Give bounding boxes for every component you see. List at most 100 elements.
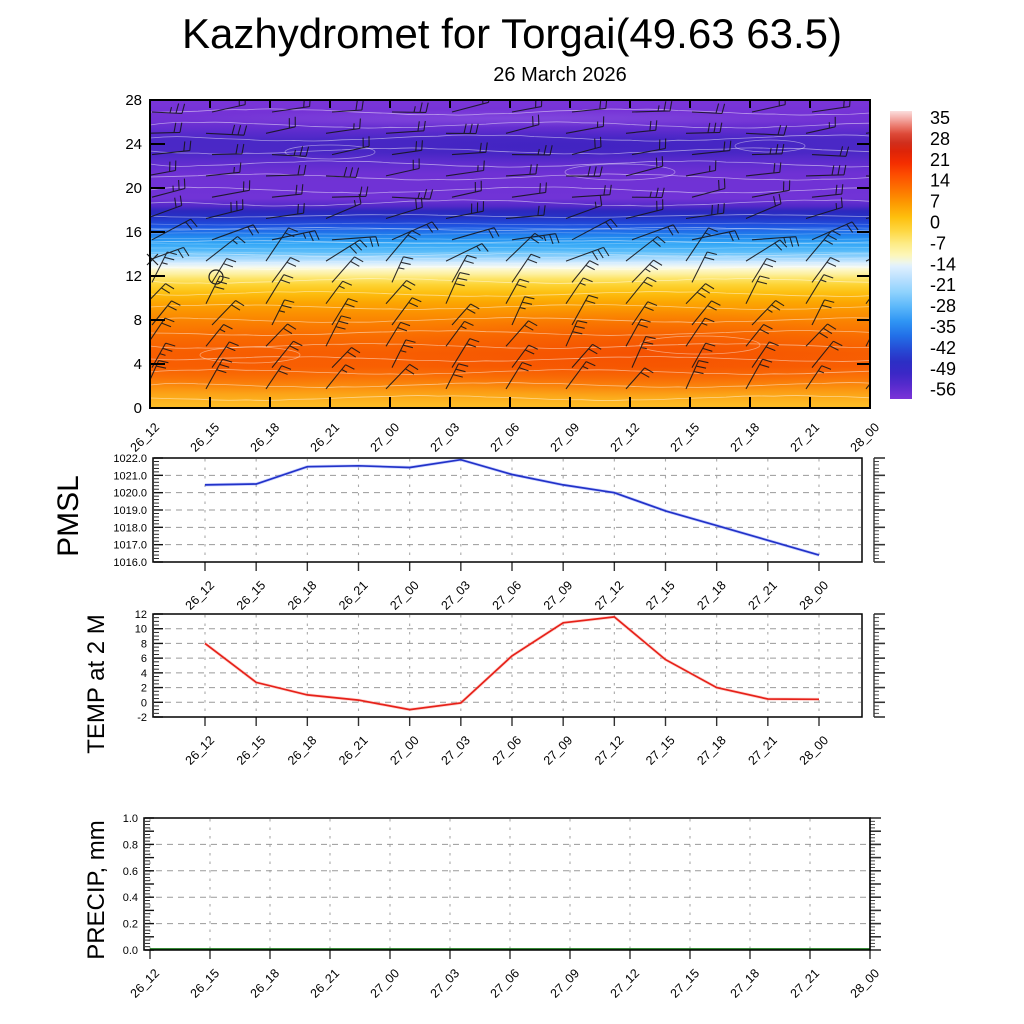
colorbar-tick-label: -7 <box>930 233 946 253</box>
value-tick-label: 10 <box>135 624 147 636</box>
time-tick-label: 27_09 <box>548 420 583 455</box>
time-tick-label: 27_03 <box>428 966 463 1001</box>
time-tick-label: 27_00 <box>368 420 403 455</box>
time-tick-label: 27_15 <box>668 420 703 455</box>
time-tick-label: 26_18 <box>285 578 320 613</box>
time-tick-label: 27_15 <box>643 733 678 768</box>
time-tick-label: 27_00 <box>368 966 403 1001</box>
time-tick-label: 27_09 <box>541 578 576 613</box>
value-tick-label: 1017.0 <box>113 540 147 552</box>
time-tick-label: 27_21 <box>788 420 823 455</box>
temp-panel-series-line <box>204 616 820 711</box>
time-tick-label: 27_21 <box>745 578 780 613</box>
value-tick-label: 0 <box>141 697 147 709</box>
temp-panel: 26_12 26_15 26_18 26_21 27_00 27_03 27_06 27_09… <box>83 609 885 768</box>
pmsl-panel-series-line <box>204 458 820 556</box>
time-tick-label: 26_12 <box>128 966 163 1001</box>
time-tick-label: 27_18 <box>728 966 763 1001</box>
value-tick-label: 1016.0 <box>113 557 147 569</box>
time-tick-label: 26_18 <box>285 733 320 768</box>
time-tick-label: 26_21 <box>336 733 371 768</box>
time-tick-label: 27_12 <box>608 966 643 1001</box>
time-tick-label: 27_15 <box>643 578 678 613</box>
colorbar-tick-label: 28 <box>930 129 950 149</box>
time-tick-label: 27_03 <box>438 733 473 768</box>
time-tick-label: 26_12 <box>183 578 218 613</box>
time-tick-label: 27_00 <box>387 578 422 613</box>
value-tick-label: 0.8 <box>123 839 138 851</box>
time-tick-label: 27_18 <box>728 420 763 455</box>
time-tick-label: 26_21 <box>336 578 371 613</box>
time-tick-label: 28_00 <box>848 966 883 1001</box>
time-tick-label: 27_06 <box>490 733 525 768</box>
colorbar-tick-label: -28 <box>930 296 956 316</box>
height-tick-label: 12 <box>125 268 142 285</box>
time-tick-label: 28_00 <box>848 420 883 455</box>
colorbar-tick-label: 35 <box>930 108 950 128</box>
time-tick-label: 26_12 <box>183 733 218 768</box>
colorbar-tick-label: 21 <box>930 150 950 170</box>
colorbar-tick-label: -35 <box>930 317 956 337</box>
time-tick-label: 27_18 <box>694 578 729 613</box>
time-tick-label: 27_03 <box>438 578 473 613</box>
time-tick-label: 27_21 <box>745 733 780 768</box>
colorbar-tick-label: -42 <box>930 338 956 358</box>
height-tick-label: 8 <box>134 312 142 329</box>
time-tick-label: 27_15 <box>668 966 703 1001</box>
time-tick-label: 27_12 <box>592 733 627 768</box>
time-tick-label: 28_00 <box>797 578 832 613</box>
time-tick-label: 26_21 <box>308 966 343 1001</box>
colorbar-tick-label: 7 <box>930 192 940 212</box>
value-tick-label: 1.0 <box>123 813 138 825</box>
time-tick-label: 26_12 <box>128 420 163 455</box>
time-tick-label: 26_15 <box>188 966 223 1001</box>
value-tick-label: 1020.0 <box>113 488 147 500</box>
time-tick-label: 27_18 <box>694 733 729 768</box>
value-tick-label: 12 <box>135 609 147 621</box>
value-tick-label: 8 <box>141 638 147 650</box>
height-tick-label: 4 <box>134 356 142 373</box>
value-tick-label: 0.0 <box>123 945 138 957</box>
colorbar-tick-label: 14 <box>930 171 950 191</box>
precip-panel-axis-title: PRECIP, mm <box>83 820 110 960</box>
colorbar-tick-label: -49 <box>930 359 956 379</box>
circle-marker <box>208 269 224 285</box>
value-tick-label: 0.6 <box>123 866 138 878</box>
value-tick-label: 6 <box>141 653 147 665</box>
time-tick-label: 27_03 <box>428 420 463 455</box>
time-tick-label: 26_18 <box>248 966 283 1001</box>
precip-panel: 26_12 26_15 26_18 26_21 27_00 27_03 27_06 27_09… <box>83 813 882 1001</box>
cross-section-panel: 28 24 20 16 12 8 4 0 26_12 26_15 26_18 26_21 27_00 27… <box>125 92 883 455</box>
contour-lines <box>150 108 870 401</box>
time-tick-label: 26_21 <box>308 420 343 455</box>
time-tick-label: 27_06 <box>490 578 525 613</box>
time-tick-label: 27_00 <box>387 733 422 768</box>
value-tick-label: 4 <box>141 668 147 680</box>
time-tick-label: 26_15 <box>188 420 223 455</box>
wind-barbs <box>150 100 870 390</box>
value-tick-label: 0.2 <box>123 919 138 931</box>
colorbar-tick-label: 0 <box>930 213 940 233</box>
value-tick-label: 1022.0 <box>113 453 147 465</box>
time-tick-label: 27_09 <box>548 966 583 1001</box>
date-subtitle: 26 March 2026 <box>493 64 627 86</box>
height-tick-label: 28 <box>125 92 142 109</box>
height-tick-label: 20 <box>125 180 142 197</box>
time-tick-label: 28_00 <box>797 733 832 768</box>
value-tick-label: 2 <box>141 683 147 695</box>
colorbar-tick-label: -14 <box>930 254 956 274</box>
pmsl-panel: 26_12 26_15 26_18 26_21 27_00 27_03 27_06 27_09… <box>52 453 885 613</box>
time-tick-label: 27_21 <box>788 966 823 1001</box>
colorbar-tick-label: -21 <box>930 275 956 295</box>
time-tick-label: 26_18 <box>248 420 283 455</box>
time-tick-label: 27_06 <box>488 420 523 455</box>
height-tick-label: 16 <box>125 224 142 241</box>
value-tick-label: -2 <box>137 712 147 724</box>
height-tick-label: 0 <box>134 400 142 417</box>
time-tick-label: 27_06 <box>488 966 523 1001</box>
value-tick-label: 0.4 <box>123 892 138 904</box>
time-tick-label: 27_09 <box>541 733 576 768</box>
